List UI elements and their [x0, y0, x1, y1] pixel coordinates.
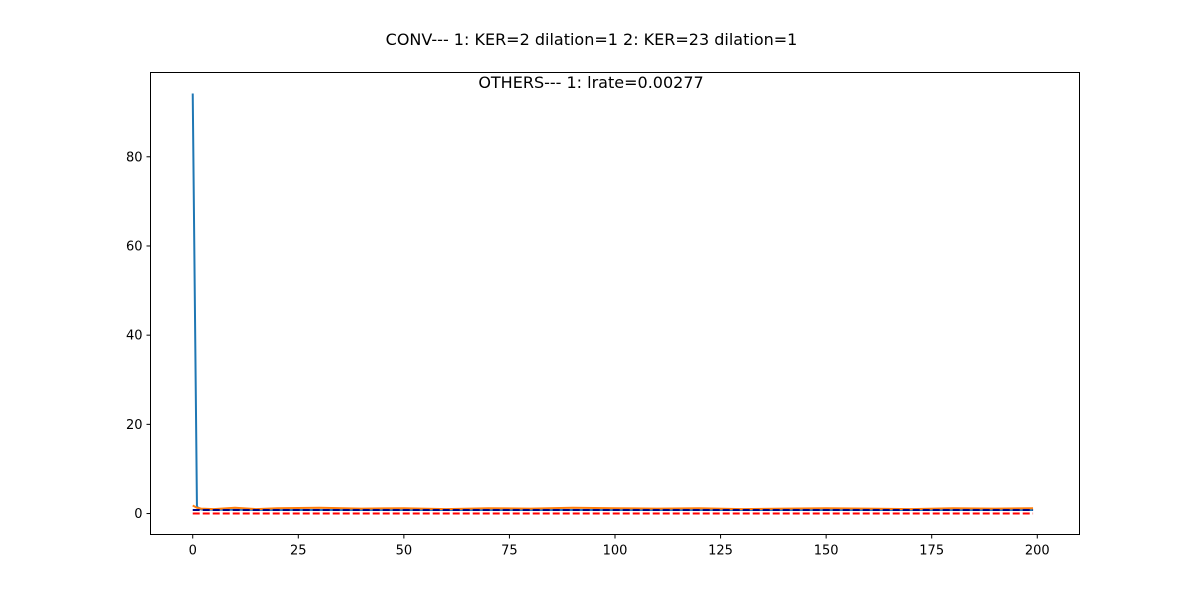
y-tick-label: 40 [126, 329, 143, 344]
series-line-2 [192, 504, 1034, 511]
y-tick-label: 60 [126, 239, 143, 254]
x-tick-label: 125 [708, 544, 733, 559]
figure-suptitle: CONV--- 1: KER=2 dilation=1 2: KER=23 di… [385, 30, 798, 49]
series-line-1 [191, 93, 1034, 511]
axes-frame [150, 72, 1080, 535]
x-tick-label: 150 [814, 544, 839, 559]
x-tick-label: 100 [603, 544, 628, 559]
x-tick-label: 200 [1025, 544, 1050, 559]
y-axis: 0 20 40 60 80 [126, 150, 151, 522]
x-tick-label: 75 [501, 544, 518, 559]
x-tick-label: 0 [189, 544, 197, 559]
plot-area [191, 93, 1034, 515]
chart-title: OTHERS--- 1: lrate=0.00277 [478, 73, 703, 92]
y-tick-label: 80 [126, 150, 143, 165]
x-axis: 0 25 50 75 100 125 150 175 200 [189, 534, 1050, 559]
y-tick-label: 20 [126, 418, 143, 433]
x-tick-label: 25 [290, 544, 307, 559]
x-tick-label: 175 [919, 544, 944, 559]
y-tick-label: 0 [134, 507, 142, 522]
x-tick-label: 50 [396, 544, 413, 559]
